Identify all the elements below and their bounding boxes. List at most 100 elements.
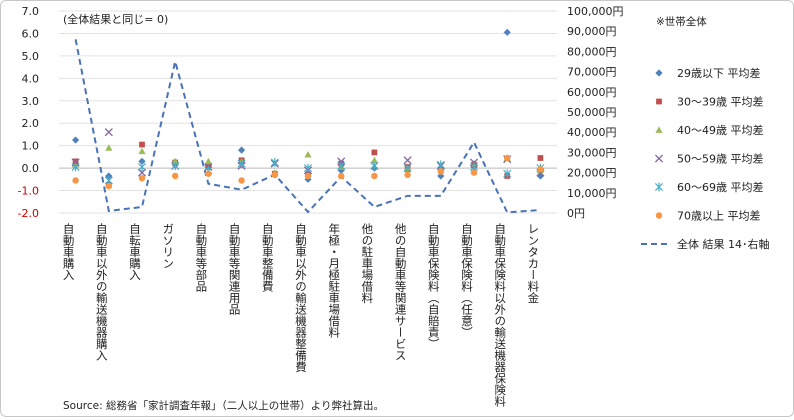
legend: 29歳以下 平均差 30～39歳 平均差 40～49歳 平均差 50～59歳 平均差 6…	[641, 66, 770, 251]
category-label: 自動車保険料以外の輸送機器保険料	[493, 223, 507, 408]
data-point	[337, 172, 345, 180]
data-point	[655, 126, 663, 133]
data-point	[503, 28, 511, 36]
data-point	[71, 162, 80, 172]
data-point	[654, 182, 664, 192]
data-point	[105, 144, 113, 151]
data-point	[370, 161, 379, 171]
total-line	[74, 39, 541, 214]
data-point	[404, 171, 411, 179]
left-tick-label: 0.0	[22, 162, 40, 175]
left-tick-label: 3.0	[22, 95, 40, 108]
right-tick-label: 30,000円	[567, 146, 617, 159]
category-label: 他の自動車等関連サービス	[394, 223, 408, 361]
data-point	[503, 154, 511, 162]
data-point	[238, 177, 245, 184]
category-label: 自動車保険料（任意）	[460, 223, 474, 338]
left-tick-label: 5.0	[22, 50, 40, 63]
data-point	[470, 169, 478, 176]
category-label: 自動車保険料（自賠責）	[427, 223, 441, 350]
right-tick-label: 60,000円	[567, 86, 617, 99]
category-label: 自動車整備費	[261, 223, 275, 292]
data-point	[72, 136, 80, 144]
data-point	[271, 171, 279, 179]
data-point	[171, 157, 179, 165]
left-axis: -2.0 -1.0 0.0 1.0 2.0 3.0 4.0 5.0 6.0 7.0	[18, 5, 39, 220]
data-point	[138, 147, 146, 155]
legend-header: ※世帯全体	[656, 15, 707, 28]
total-line-series	[74, 39, 541, 214]
legend-label: 30～39歳 平均差	[677, 95, 764, 109]
data-point	[304, 151, 312, 158]
legend-label: 70歳以上 平均差	[677, 209, 761, 223]
right-tick-label: 70,000円	[567, 66, 617, 79]
legend-label: 29歳以下 平均差	[677, 66, 761, 80]
data-point	[655, 212, 663, 219]
category-label: ガソリン	[161, 223, 175, 269]
right-tick-label: 20,000円	[567, 167, 617, 180]
data-point	[138, 174, 146, 182]
data-point	[270, 158, 279, 167]
scatter-points	[71, 28, 545, 190]
right-axis: 0円 10,000円 20,000円 30,000円 40,000円 50,000円 60,…	[567, 5, 624, 220]
legend-label: 50～59歳 平均差	[677, 152, 764, 166]
data-point	[72, 177, 79, 184]
left-tick-label: -2.0	[18, 207, 39, 220]
data-point	[105, 182, 113, 190]
data-point	[137, 162, 147, 172]
data-point	[171, 172, 179, 180]
source-note: Source: 総務省「家計調査年報」（二人以上の世帯）より弊社算出。	[63, 399, 384, 412]
data-point	[139, 141, 145, 148]
legend-label: 40～49歳 平均差	[677, 123, 764, 137]
data-point	[403, 156, 412, 165]
category-label: 自動車等部品	[194, 223, 208, 292]
data-point	[654, 154, 664, 163]
left-tick-label: -1.0	[18, 185, 39, 198]
right-tick-label: 90,000円	[567, 25, 617, 38]
right-tick-label: 0円	[567, 207, 585, 220]
data-point	[537, 165, 544, 173]
right-tick-label: 100,000円	[567, 5, 624, 18]
data-point	[503, 169, 512, 179]
category-label: 自動車以外の輸送機器整備費	[294, 223, 308, 373]
left-tick-label: 1.0	[22, 140, 40, 153]
data-point	[337, 161, 346, 171]
category-label: 自動車等関連用品	[228, 223, 242, 315]
data-point	[370, 156, 378, 164]
data-point	[237, 159, 246, 168]
left-tick-label: 6.0	[22, 27, 40, 40]
data-point	[105, 172, 113, 180]
right-tick-label: 80,000円	[567, 45, 617, 58]
left-tick-label: 7.0	[22, 5, 40, 18]
data-point	[204, 157, 212, 165]
data-point	[403, 163, 412, 173]
chart-annotation: (全体結果と同じ= 0)	[63, 12, 168, 26]
data-point	[171, 161, 180, 171]
data-point	[304, 172, 312, 180]
category-labels: 自動車購入 自動車以外の輸送機器購入 自転車購入 ガソリン 自動車等部品 自動車等関連用品…	[62, 222, 541, 408]
right-tick-label: 50,000円	[567, 106, 617, 119]
right-tick-label: 10,000円	[567, 187, 617, 200]
data-point	[303, 163, 313, 173]
category-label: 他の駐車場借料	[360, 223, 374, 304]
data-point	[104, 128, 113, 137]
data-point	[238, 146, 246, 154]
category-label: 年極・月極駐車場借料	[327, 222, 341, 339]
data-point	[656, 98, 662, 105]
legend-label: 60～69歳 平均差	[677, 180, 764, 194]
right-tick-label: 40,000円	[567, 126, 617, 139]
category-label: 自転車購入	[128, 223, 142, 281]
legend-label: 全体 結果 14･右軸	[677, 237, 770, 251]
data-point	[138, 157, 146, 165]
data-point	[205, 170, 212, 177]
left-tick-label: 4.0	[22, 72, 40, 85]
data-point	[655, 69, 663, 77]
data-point	[371, 172, 378, 180]
category-label: 自動車購入	[62, 223, 76, 281]
category-label: レンタカー料金	[526, 223, 540, 304]
category-label: 自動車以外の輸送機器購入	[95, 223, 109, 361]
data-point	[436, 160, 445, 170]
data-point	[437, 168, 445, 175]
